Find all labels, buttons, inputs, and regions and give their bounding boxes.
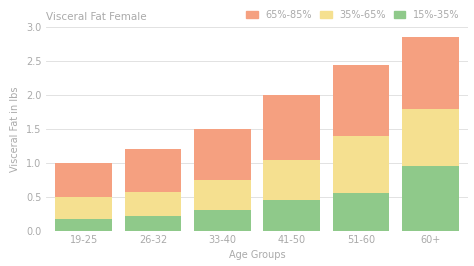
Bar <box>263 200 320 231</box>
Y-axis label: Visceral Fat in lbs: Visceral Fat in lbs <box>10 86 20 172</box>
Bar <box>125 192 182 216</box>
Bar <box>194 210 251 231</box>
Bar <box>402 109 459 166</box>
X-axis label: Age Groups: Age Groups <box>228 251 285 260</box>
Bar <box>263 160 320 200</box>
Text: Visceral Fat Female: Visceral Fat Female <box>46 13 146 22</box>
Bar <box>125 216 182 231</box>
Bar <box>194 129 251 180</box>
Bar <box>263 95 320 160</box>
Bar <box>333 136 390 193</box>
Bar <box>55 197 112 219</box>
Bar <box>333 193 390 231</box>
Bar <box>402 38 459 109</box>
Bar <box>333 65 390 136</box>
Bar <box>194 180 251 210</box>
Bar <box>55 219 112 231</box>
Bar <box>402 166 459 231</box>
Bar <box>125 149 182 192</box>
Bar <box>55 163 112 197</box>
Legend: 65%-85%, 35%-65%, 15%-35%: 65%-85%, 35%-65%, 15%-35% <box>242 6 464 23</box>
